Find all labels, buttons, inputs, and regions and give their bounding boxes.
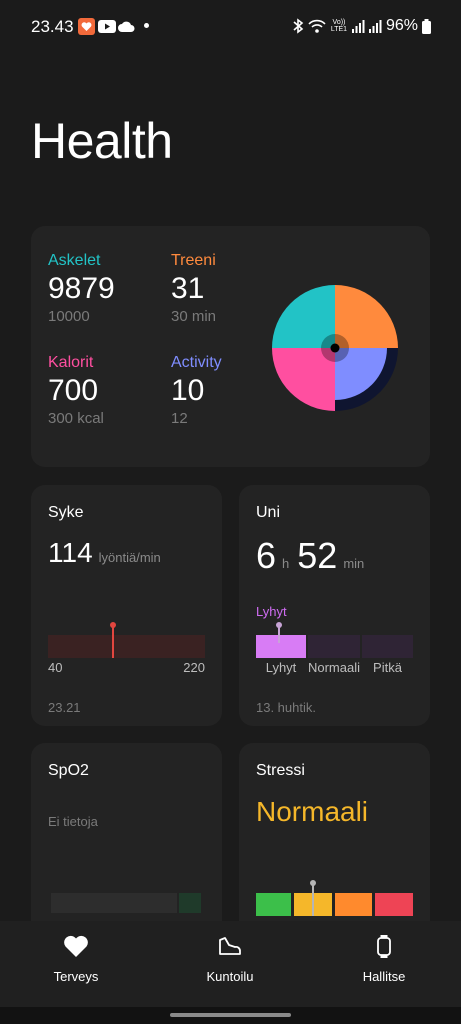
heart-rate-card[interactable]: Syke 114 lyöntiä/min 40 220 23.21 [31,485,222,726]
heart-rate-marker [109,622,116,658]
network-type-label: Vo)) LTE1 [330,19,348,33]
sleep-quality-label: Lyhyt [256,604,287,619]
watch-icon [377,935,391,958]
spo2-title: SpO2 [48,762,89,779]
sleep-segment-short-label: Lyhyt [265,660,297,675]
heart-rate-range-bar [48,635,205,658]
sleep-hours: 6 [256,535,277,576]
bluetooth-icon [293,18,304,34]
nav-manage[interactable]: Hallitse [324,935,444,984]
battery-icon [422,18,431,34]
activity-label: Activity [171,354,222,371]
youtube-notification-icon [98,20,116,33]
status-indicators: Vo)) LTE1 96% [292,17,431,35]
sleep-segment-normal [308,635,360,658]
steps-metric: Askelet 9879 10000 [48,252,115,325]
steps-segment [272,285,335,348]
nav-workout-label: Kuntoilu [206,969,254,984]
activity-goal: 12 [171,410,188,427]
heart-icon [64,935,88,957]
calories-segment [272,348,335,411]
sleep-minutes: 52 [297,535,338,576]
calories-label: Kalorit [48,354,94,371]
stress-card[interactable]: Stressi Normaali [239,743,430,943]
signal-icon-1 [351,20,365,33]
steps-goal: 10000 [48,308,90,325]
stress-marker [310,880,316,916]
stress-level: Normaali [256,796,369,827]
training-label: Treeni [171,252,216,269]
spo2-no-data: Ei tietoja [48,814,98,829]
heart-rate-max-label: 220 [183,660,205,675]
wifi-icon [308,19,326,33]
system-home-bar [0,1007,461,1024]
stress-title: Stressi [256,762,305,779]
sleep-marker [276,622,282,643]
more-notifications-dot [144,23,149,28]
activity-segment [335,348,387,400]
sleep-segment-normal-label: Normaali [307,660,360,675]
sleep-minutes-unit: min [343,556,365,571]
training-goal: 30 min [171,308,217,325]
health-app-notification-icon [78,18,95,35]
status-time: 23.43 [31,17,74,36]
page-title: Health [31,113,173,169]
training-segment [335,285,398,348]
nav-health[interactable]: Terveys [16,935,136,984]
shoe-icon [219,937,241,955]
status-bar: 23.43 Vo)) LTE1 96% [0,0,461,52]
home-indicator[interactable] [170,1013,291,1017]
nav-workout[interactable]: Kuntoilu [170,935,290,984]
signal-icon-2 [368,20,382,33]
activity-value: 10 [171,374,205,407]
heart-rate-min-label: 40 [48,660,63,675]
sleep-segment-short [256,635,306,658]
spo2-card[interactable]: SpO2 Ei tietoja [31,743,222,943]
cloud-notification-icon [118,21,135,32]
stress-segment-high [375,893,413,916]
sleep-card[interactable]: Uni 6 h 52 min Lyhyt Lyhyt Normaali Pitk… [239,485,430,726]
calories-metric: Kalorit 700 300 kcal [48,354,104,427]
sleep-segment-long [362,635,413,658]
spo2-normal-segment [179,893,201,913]
calories-value: 700 [48,374,99,407]
sleep-hours-unit: h [282,556,290,571]
stress-segment-medium [335,893,372,916]
steps-label: Askelet [48,252,101,269]
sleep-segment-long-label: Pitkä [373,660,402,675]
heart-rate-value: 114 [48,537,93,568]
activity-summary-card[interactable]: Askelet 9879 10000 Treeni 31 30 min Kalo… [31,226,430,467]
activity-metric: Activity 10 12 [171,354,222,427]
battery-percent: 96% [385,17,418,34]
sleep-date: 13. huhtik. [256,700,316,715]
training-metric: Treeni 31 30 min [171,252,216,325]
stress-segment-relaxed [256,893,291,916]
activity-rings-chart [272,285,398,411]
sleep-title: Uni [256,504,281,521]
nav-health-label: Terveys [53,969,99,984]
training-value: 31 [171,272,205,305]
heart-rate-title: Syke [48,504,84,521]
calories-goal: 300 kcal [48,410,104,427]
steps-value: 9879 [48,272,115,305]
heart-rate-unit: lyöntiä/min [98,550,161,565]
spo2-range-bar [51,893,177,913]
heart-rate-timestamp: 23.21 [48,700,81,715]
bottom-navigation: Terveys Kuntoilu Hallitse [0,921,461,1007]
nav-manage-label: Hallitse [362,969,406,984]
